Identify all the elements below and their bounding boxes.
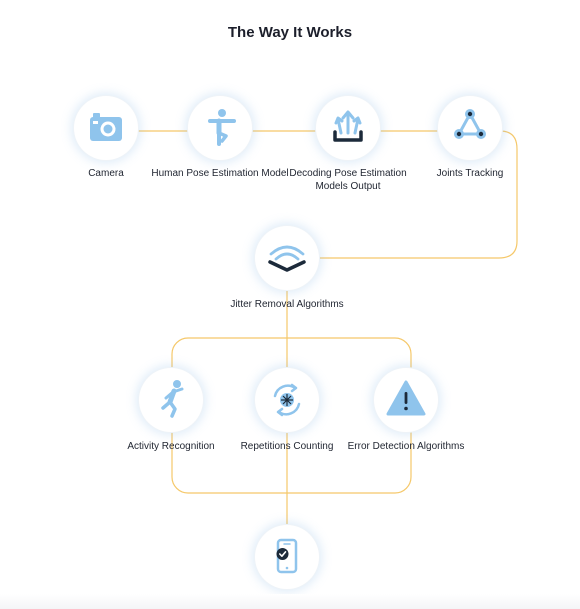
joints-graph-icon [454, 109, 486, 139]
warning-icon [386, 380, 426, 416]
step-label-repetitions-counting: Repetitions Counting [240, 441, 334, 452]
step-label-camera: Camera [88, 168, 124, 179]
step-repetitions-counting [255, 368, 319, 432]
cycle-arrows-icon [273, 383, 301, 417]
step-joints-tracking [438, 96, 502, 160]
step-label-joints-tracking: Joints Tracking [436, 168, 504, 179]
step-activity-recognition [139, 368, 203, 432]
step-display-results [255, 525, 319, 589]
step-decoding-output [316, 96, 380, 160]
upload-arrows-icon [333, 110, 363, 142]
bottom-fade [0, 594, 580, 609]
step-label-activity-recognition: Activity Recognition [127, 441, 215, 452]
page-title: The Way It Works [227, 24, 353, 41]
step-label-error-detection: Error Detection Algorithms [347, 441, 465, 452]
step-jitter-removal [255, 226, 319, 290]
step-camera [74, 96, 138, 160]
step-label-human-pose-estimation: Human Pose Estimation Model [151, 168, 289, 179]
running-person-icon [161, 380, 184, 418]
phone-check-icon [276, 538, 298, 574]
step-label-decoding-output: Decoding Pose Estimation Models Output [289, 168, 407, 192]
step-human-pose-estimation [188, 96, 252, 160]
camera-icon [90, 113, 122, 141]
person-pose-icon [208, 109, 236, 146]
tracking-to-jitter-connector [288, 130, 518, 259]
signal-waves-icon [268, 245, 306, 272]
step-label-jitter-removal: Jitter Removal Algorithms [230, 299, 344, 310]
step-error-detection [374, 368, 438, 432]
